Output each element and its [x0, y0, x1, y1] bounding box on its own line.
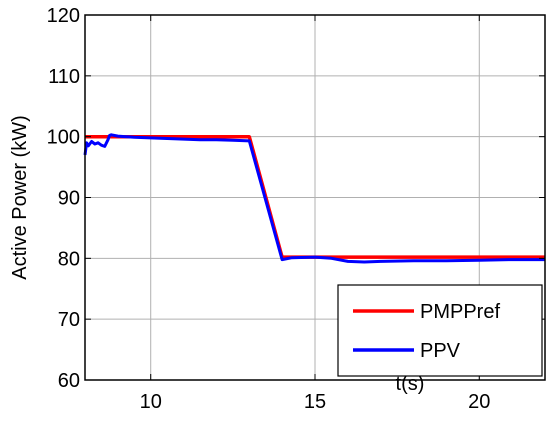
- y-axis-label: Active Power (kW): [9, 115, 31, 279]
- y-tick-label: 120: [47, 5, 80, 27]
- legend-box: [337, 284, 543, 377]
- y-tick-label: 110: [48, 66, 80, 88]
- legend-label: PPV: [420, 340, 461, 362]
- y-tick-label: 90: [58, 188, 80, 210]
- y-tick-label: 60: [58, 370, 80, 392]
- ticks: 10 15 20 60 70 80 90 100 110 120: [47, 5, 545, 413]
- legend: PMPPref PPV: [337, 284, 543, 377]
- x-tick-label: 10: [140, 391, 162, 413]
- x-tick-label: 15: [304, 391, 326, 413]
- legend-label: PMPPref: [420, 301, 500, 323]
- y-tick-label: 70: [58, 309, 80, 331]
- y-tick-label: 80: [58, 248, 80, 270]
- x-tick-label: 20: [468, 391, 490, 413]
- series-line-ppv: [83, 133, 545, 264]
- x-axis-label: t(s): [396, 373, 425, 395]
- series-layer: [83, 133, 545, 264]
- y-tick-label: 100: [47, 127, 80, 149]
